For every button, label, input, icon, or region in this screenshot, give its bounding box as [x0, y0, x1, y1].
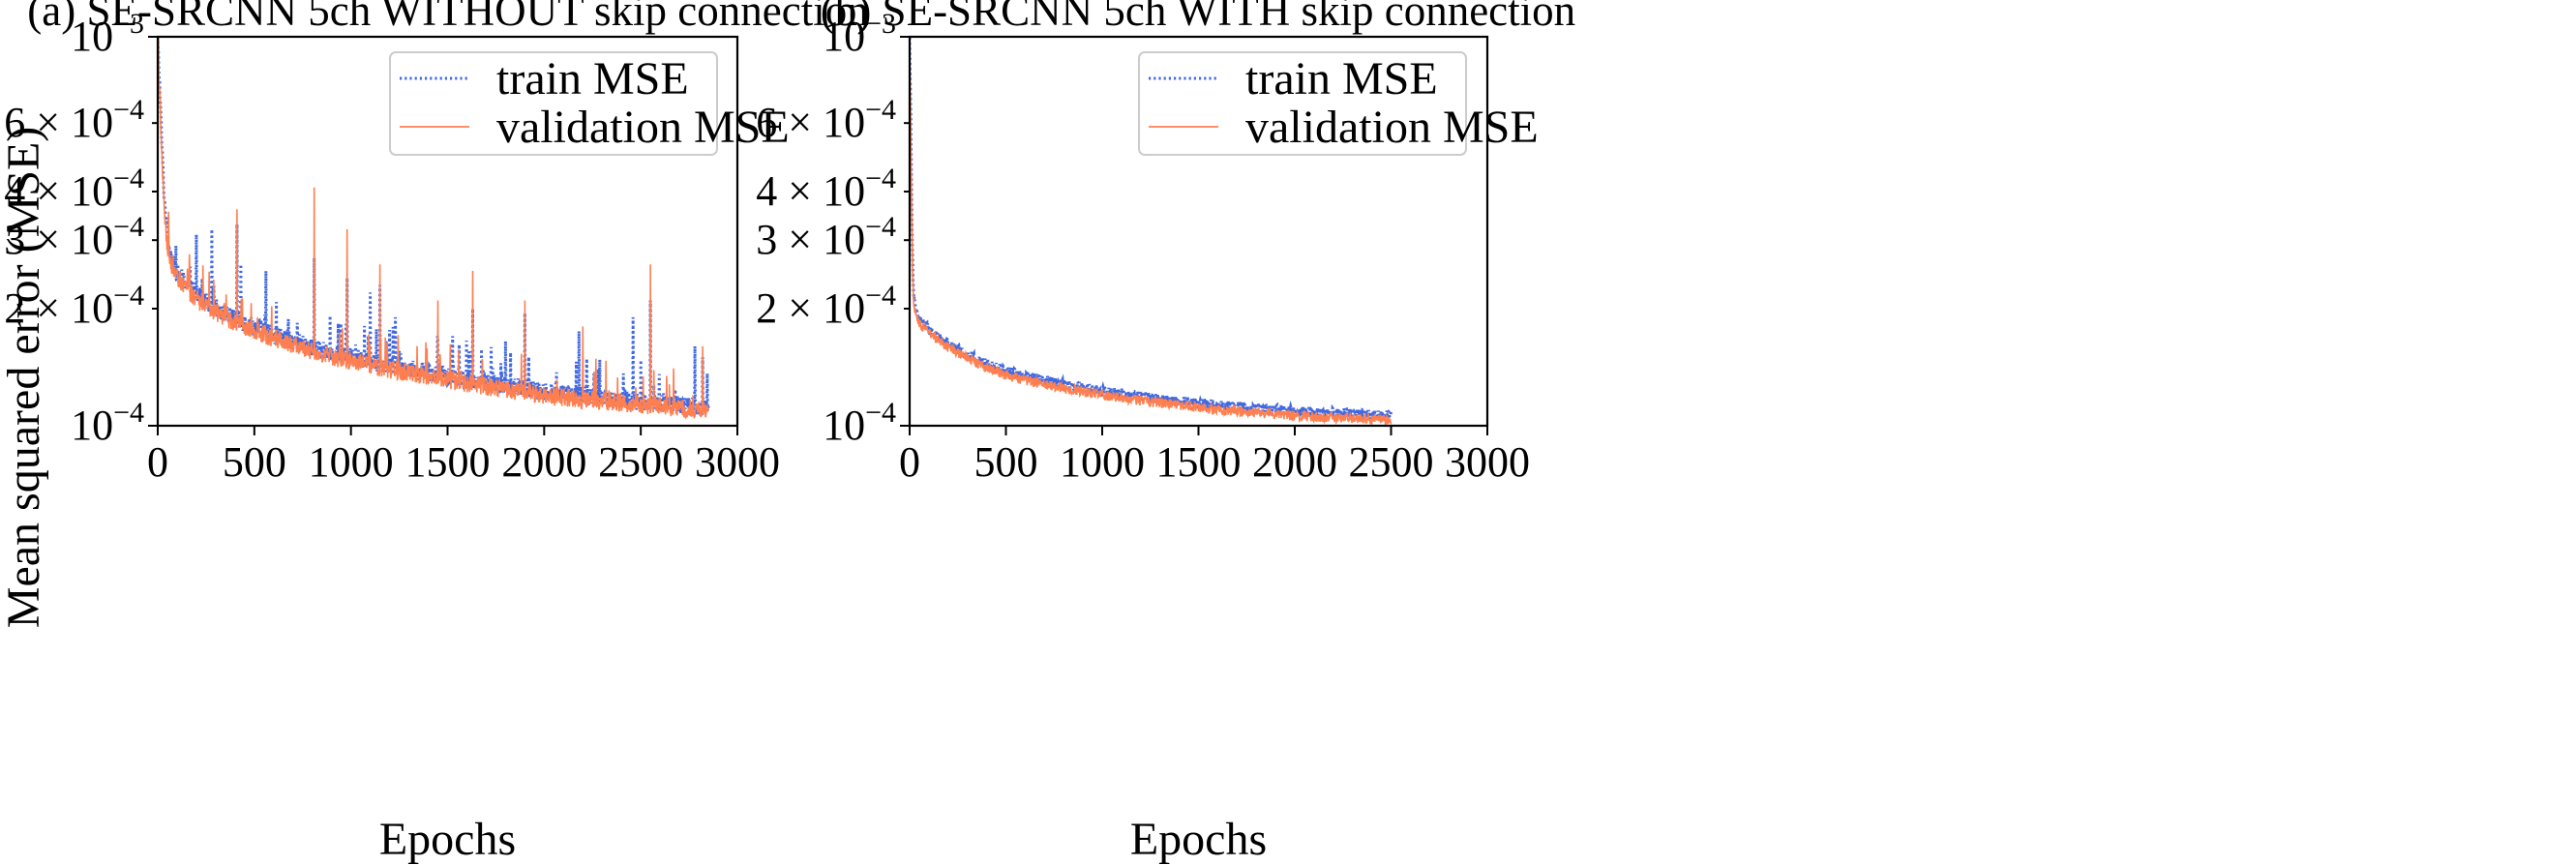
- y-tick-label: 10−4: [71, 397, 144, 449]
- y-tick-label: 2 × 10−4: [756, 280, 896, 332]
- train-mse-line: [910, 37, 1393, 425]
- chart-title: (b) SE-SRCNN 5ch WITH skip connection: [821, 0, 1575, 35]
- x-tick-label: 2500: [1349, 438, 1434, 486]
- legend-validation-label: validation MSE: [1245, 102, 1539, 153]
- y-tick-label: 10−4: [823, 397, 896, 449]
- y-tick-label: 10−3: [71, 8, 144, 60]
- x-tick-label: 1000: [1060, 438, 1145, 486]
- x-tick-label: 1500: [405, 438, 491, 486]
- x-axis-label: Epochs: [379, 814, 516, 865]
- y-tick-label: 4 × 10−4: [756, 163, 896, 215]
- plot-area: [910, 37, 1393, 426]
- x-axis-label: Epochs: [1130, 814, 1267, 865]
- legend-train-label: train MSE: [496, 53, 689, 104]
- x-tick-label: 500: [223, 438, 286, 486]
- x-tick-label: 3000: [1445, 438, 1530, 486]
- validation-mse-line: [158, 37, 709, 421]
- x-tick-label: 0: [899, 438, 920, 486]
- y-axis-label: Mean squared error (MSE): [0, 127, 49, 628]
- y-tick-label: 3 × 10−4: [756, 211, 896, 263]
- x-tick-label: 3000: [695, 438, 780, 486]
- panel-b: (b) SE-SRCNN 5ch WITH skip connection 0 50…: [756, 0, 1575, 865]
- x-tick-label: 2000: [1252, 438, 1337, 486]
- plot-area: [158, 37, 710, 421]
- y-tick-label: 4 × 10−4: [4, 163, 144, 215]
- x-tick-label: 2500: [598, 438, 683, 486]
- validation-mse-line: [910, 43, 1393, 426]
- x-tick-label: 500: [974, 438, 1038, 486]
- x-tick-label: 0: [147, 438, 168, 486]
- x-tick-label: 1000: [309, 438, 394, 486]
- x-tick-label: 2000: [501, 438, 586, 486]
- panel-a: (a) SE-SRCNN 5ch WITHOUT skip connection…: [4, 0, 868, 865]
- y-tick-label: 10−3: [823, 8, 896, 60]
- legend-train-label: train MSE: [1245, 53, 1438, 104]
- y-tick-label: 3 × 10−4: [4, 211, 144, 263]
- x-tick-label: 1500: [1156, 438, 1242, 486]
- legend-validation-label: validation MSE: [496, 102, 790, 153]
- chart-title: (a) SE-SRCNN 5ch WITHOUT skip connection: [27, 0, 868, 35]
- y-tick-label: 6 × 10−4: [756, 94, 896, 146]
- y-tick-label: 6 × 10−4: [4, 94, 144, 146]
- y-tick-label: 2 × 10−4: [4, 280, 144, 332]
